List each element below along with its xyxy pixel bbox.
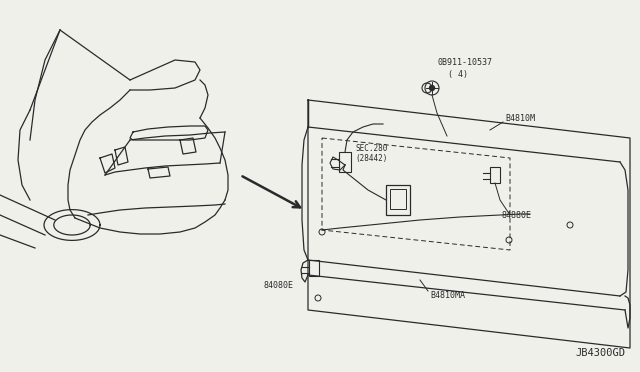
Text: ( 4): ( 4) bbox=[448, 70, 468, 78]
Text: SEC.280: SEC.280 bbox=[355, 144, 387, 153]
Text: (28442): (28442) bbox=[355, 154, 387, 163]
Text: B4810MA: B4810MA bbox=[430, 291, 465, 299]
Text: 84080E: 84080E bbox=[264, 280, 294, 289]
Text: JB4300GD: JB4300GD bbox=[575, 348, 625, 358]
Text: 84880E: 84880E bbox=[502, 211, 532, 219]
Bar bbox=[309, 260, 319, 276]
Text: B4810M: B4810M bbox=[505, 113, 535, 122]
Bar bbox=[339, 152, 351, 172]
Text: 0B911-10537: 0B911-10537 bbox=[438, 58, 493, 67]
Bar bbox=[490, 167, 500, 183]
Bar bbox=[390, 189, 406, 209]
Bar bbox=[386, 185, 410, 215]
Circle shape bbox=[429, 86, 435, 90]
